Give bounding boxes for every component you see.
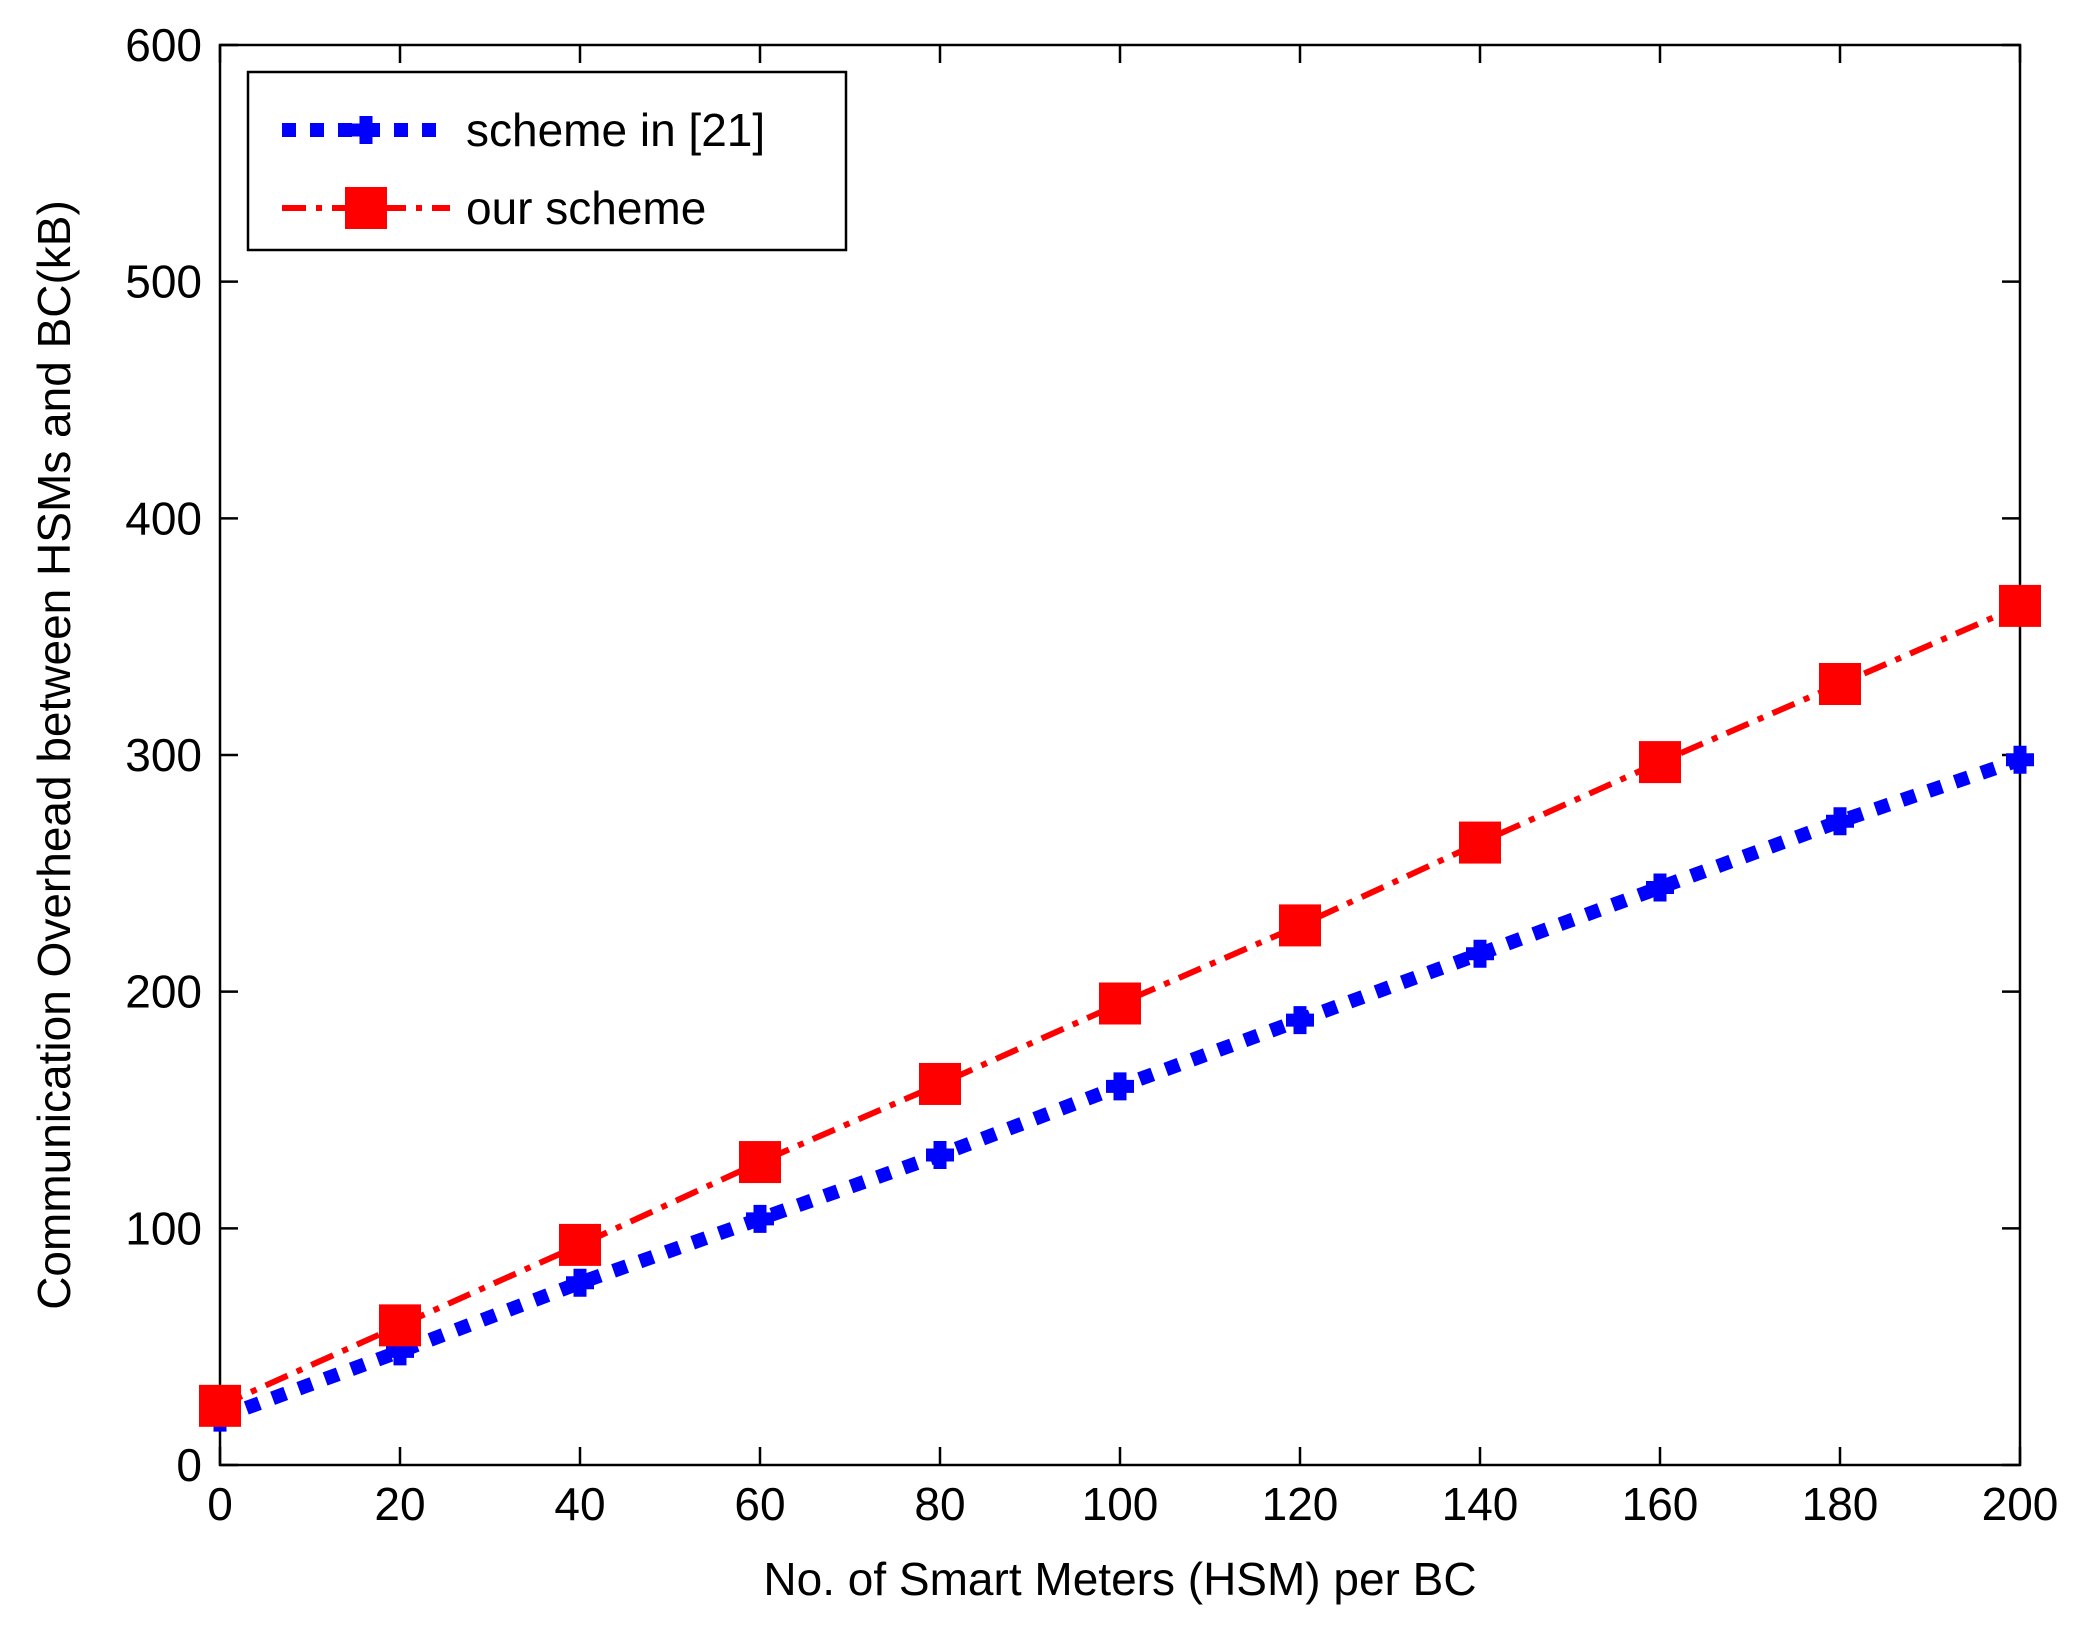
plot-area <box>218 43 2022 1467</box>
axis-ticks: 0 20 40 60 80 100 120 140 160 180 200 0 100 200 300 400… <box>125 19 2058 1530</box>
square-marker <box>559 1223 601 1266</box>
square-marker <box>919 1062 961 1105</box>
y-axis-label: Communication Overhead between HSMs and … <box>28 200 80 1310</box>
square-marker <box>199 1384 241 1427</box>
legend: scheme in [21] our scheme <box>246 70 848 252</box>
square-marker <box>345 187 387 229</box>
y-tick-label: 600 <box>125 19 202 71</box>
x-tick-label: 20 <box>374 1478 425 1530</box>
y-tick-label: 300 <box>125 729 202 781</box>
y-tick-label: 200 <box>125 966 202 1018</box>
square-marker <box>379 1304 421 1347</box>
x-tick-label: 80 <box>914 1478 965 1530</box>
square-marker <box>1999 584 2041 627</box>
y-tick-label: 100 <box>125 1202 202 1254</box>
square-marker <box>1459 821 1501 864</box>
data-series <box>199 584 2041 1432</box>
x-tick-label: 0 <box>207 1478 233 1530</box>
x-tick-label: 180 <box>1802 1478 1879 1530</box>
x-tick-label: 100 <box>1082 1478 1159 1530</box>
square-marker <box>1279 904 1321 947</box>
x-axis-label: No. of Smart Meters (HSM) per BC <box>763 1553 1476 1605</box>
square-marker <box>1099 982 1141 1025</box>
legend-label: our scheme <box>466 182 706 234</box>
x-tick-label: 140 <box>1442 1478 1519 1530</box>
x-tick-label: 200 <box>1982 1478 2059 1530</box>
y-tick-label: 400 <box>125 492 202 544</box>
x-tick-label: 60 <box>734 1478 785 1530</box>
y-tick-label: 500 <box>125 256 202 308</box>
y-tick-label: 0 <box>176 1439 202 1491</box>
series-2 <box>199 584 2041 1427</box>
x-tick-label: 40 <box>554 1478 605 1530</box>
x-tick-label: 160 <box>1622 1478 1699 1530</box>
legend-label: scheme in [21] <box>466 104 765 156</box>
square-marker <box>739 1141 781 1184</box>
square-marker <box>1639 741 1681 784</box>
square-marker <box>1819 663 1861 705</box>
x-tick-label: 120 <box>1262 1478 1339 1530</box>
